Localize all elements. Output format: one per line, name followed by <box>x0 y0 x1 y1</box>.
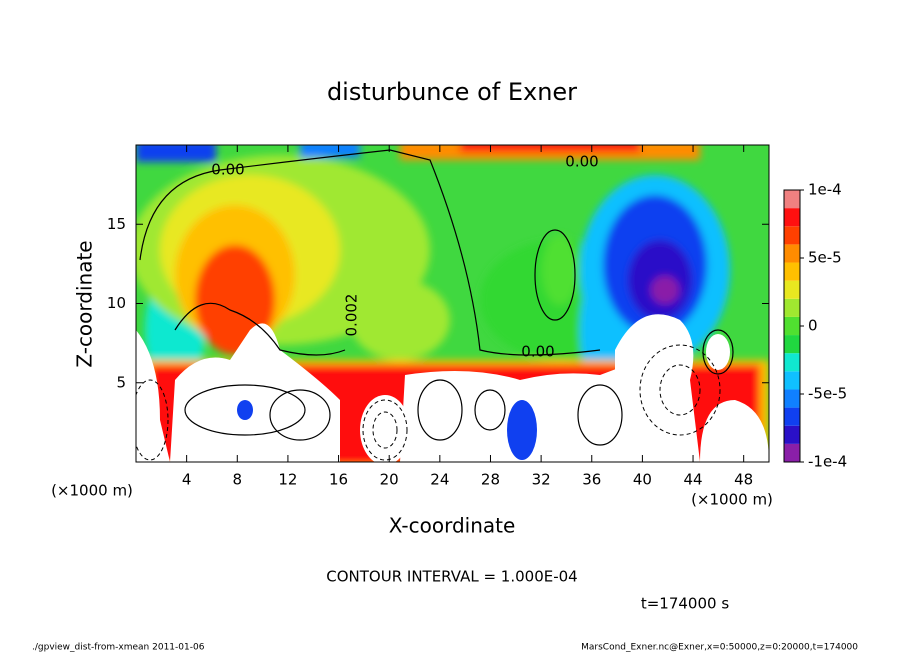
x-unit: (×1000 m) <box>691 491 773 509</box>
x-tick-label: 32 <box>532 471 551 489</box>
x-tick-label: 12 <box>278 471 297 489</box>
x-tick-label: 28 <box>481 471 500 489</box>
chart-title: disturbunce of Exner <box>327 78 577 106</box>
colorbar-tick-label: 1e-4 <box>808 181 842 199</box>
colorbar-swatch <box>784 190 800 209</box>
colorbar-swatch <box>784 389 800 408</box>
colorbar-swatch <box>784 298 800 317</box>
colorbar-tick-label: -1e-4 <box>808 453 847 471</box>
colorbar-swatch <box>784 280 800 299</box>
contour-label: 0.00 <box>565 153 598 171</box>
x-tick-label: 48 <box>734 471 753 489</box>
contour-label: 0.00 <box>211 161 244 179</box>
footer-left: ./gpview_dist-from-xmean 2011-01-06 <box>32 643 205 653</box>
y-axis-label: Z-coordinate <box>73 240 97 367</box>
x-tick-label: 8 <box>233 471 243 489</box>
x-unit: (×1000 m) <box>51 482 133 500</box>
colorbar-swatch <box>784 208 800 227</box>
x-tick-label: 4 <box>182 471 192 489</box>
y-tick-label: 15 <box>107 215 126 233</box>
contour-field <box>136 145 769 462</box>
colorbar-swatch <box>784 335 800 354</box>
colorbar-swatch <box>784 407 800 426</box>
x-tick-label: 36 <box>582 471 601 489</box>
colorbar-swatch <box>784 443 800 462</box>
colorbar-swatch <box>784 316 800 336</box>
colorbar-swatch <box>784 262 800 281</box>
colorbar-swatch <box>784 226 800 245</box>
x-tick-label: 40 <box>633 471 652 489</box>
contour-label: 0.00 <box>521 343 554 361</box>
x-axis-label: X-coordinate <box>389 514 516 538</box>
time-label: t=174000 s <box>641 595 729 613</box>
contour-interval: CONTOUR INTERVAL = 1.000E-04 <box>326 568 577 586</box>
colorbar-tick-label: 5e-5 <box>808 249 842 267</box>
x-tick-label: 16 <box>329 471 348 489</box>
colorbar-swatch <box>784 353 800 372</box>
colorbar-swatch <box>784 425 800 444</box>
colorbar-tick-label: 0 <box>808 317 818 335</box>
colorbar-tick-label: -5e-5 <box>808 385 847 403</box>
y-tick-label: 5 <box>116 373 126 391</box>
x-tick-label: 24 <box>430 471 449 489</box>
footer-right: MarsCond_Exner.nc@Exner,x=0:50000,z=0:20… <box>581 643 858 653</box>
colorbar-swatch <box>784 244 800 263</box>
colorbar-swatch <box>784 371 800 390</box>
x-tick-label: 44 <box>683 471 702 489</box>
x-tick-label: 20 <box>380 471 399 489</box>
y-tick-label: 10 <box>107 294 126 312</box>
contour-label: 0.002 <box>343 294 361 337</box>
